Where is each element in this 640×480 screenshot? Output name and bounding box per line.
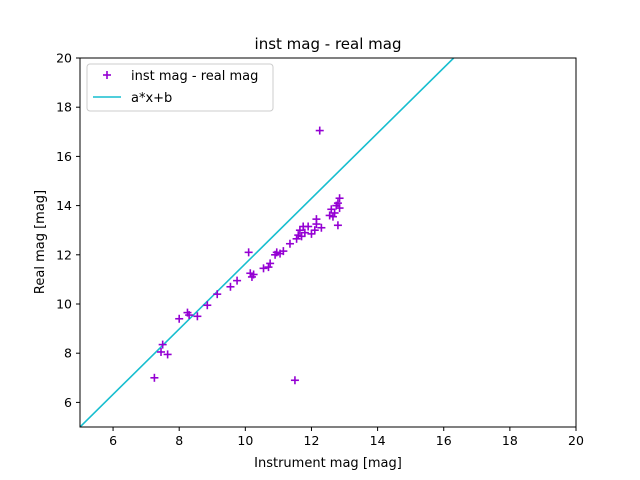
legend: inst mag - real mag a*x+b — [86, 63, 274, 112]
data-point — [158, 340, 167, 349]
data-point — [193, 312, 202, 321]
data-point — [333, 221, 342, 230]
data-point — [233, 276, 242, 285]
data-point — [249, 270, 258, 279]
x-tick-label: 16 — [436, 433, 452, 448]
data-point — [328, 212, 337, 221]
data-point — [310, 226, 319, 235]
y-tick-label: 14 — [56, 198, 72, 213]
data-point — [150, 373, 159, 382]
data-point — [292, 234, 301, 243]
x-tick-label: 6 — [109, 433, 117, 448]
plot-frame — [79, 57, 577, 428]
data-point — [290, 376, 299, 385]
x-tick-label: 10 — [237, 433, 253, 448]
legend-box — [86, 63, 274, 112]
data-point — [330, 208, 339, 217]
data-point — [315, 126, 324, 135]
data-point — [226, 282, 235, 291]
y-axis: 6 8 10 12 14 16 18 20 — [56, 51, 80, 410]
data-point — [213, 290, 222, 299]
y-tick-label: 12 — [56, 247, 72, 262]
y-tick-label: 18 — [56, 100, 72, 115]
data-point — [203, 301, 212, 310]
plot-area — [80, 58, 455, 427]
x-tick-label: 14 — [370, 433, 386, 448]
data-point — [266, 259, 275, 268]
y-tick-label: 16 — [56, 149, 72, 164]
data-point — [163, 350, 172, 359]
y-tick-label: 10 — [56, 297, 72, 312]
data-point — [312, 215, 321, 224]
x-axis-label: Instrument mag [mag] — [254, 456, 402, 471]
data-point — [185, 311, 194, 320]
data-point — [285, 239, 294, 248]
data-point — [317, 223, 326, 232]
x-tick-label: 12 — [304, 433, 320, 448]
y-tick-label: 20 — [56, 51, 72, 66]
x-tick-label: 20 — [568, 433, 584, 448]
x-tick-label: 8 — [175, 433, 183, 448]
y-tick-label: 6 — [64, 395, 72, 410]
data-point — [279, 247, 288, 256]
y-axis-label: Real mag [mag] — [33, 190, 48, 294]
data-point — [304, 222, 313, 231]
data-point — [244, 248, 253, 257]
data-point — [259, 264, 268, 273]
data-point — [157, 347, 166, 356]
data-point — [335, 204, 344, 213]
x-axis: 6 8 10 12 14 16 18 20 — [109, 427, 584, 448]
data-point — [333, 199, 342, 208]
fit-line — [80, 58, 455, 427]
legend-plus-icon — [103, 71, 111, 79]
legend-scatter-marker — [103, 71, 111, 79]
x-tick-label: 18 — [502, 433, 518, 448]
chart-title: inst mag - real mag — [255, 35, 402, 53]
data-point — [300, 228, 309, 237]
data-point — [175, 314, 184, 323]
legend-fit-label: a*x+b — [131, 91, 172, 106]
y-tick-label: 8 — [64, 346, 72, 361]
data-point — [264, 263, 273, 272]
legend-scatter-label: inst mag - real mag — [131, 69, 258, 84]
data-point — [335, 194, 344, 203]
